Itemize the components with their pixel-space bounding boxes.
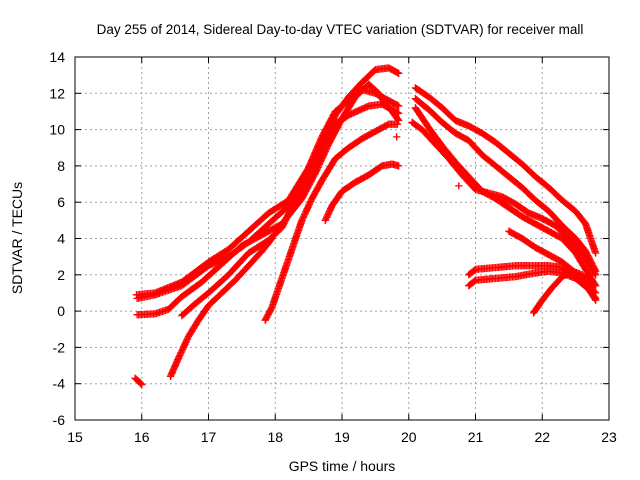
- data-point-marker: [592, 271, 600, 279]
- series-arc-4: [178, 64, 403, 320]
- data-point-marker: [395, 116, 403, 125]
- series-arc-5: [166, 234, 276, 381]
- y-tick-label: 14: [49, 49, 65, 65]
- y-tick-label: 10: [49, 122, 65, 138]
- data-point-marker: [383, 121, 392, 129]
- data-point-marker: [455, 182, 463, 190]
- series-arc-15: [529, 267, 596, 317]
- data-point-marker: [587, 282, 596, 290]
- data-point-marker: [395, 69, 403, 77]
- x-axis-label: GPS time / hours: [289, 458, 396, 474]
- y-tick-label: 8: [57, 158, 65, 174]
- data-point-marker: [268, 234, 276, 243]
- y-axis-label: SDTVAR / TECUs: [9, 182, 25, 294]
- y-tick-label: 12: [49, 85, 65, 101]
- data-point-marker: [395, 162, 403, 170]
- y-tick-label: -6: [53, 412, 66, 428]
- x-tick-label: 20: [401, 429, 417, 445]
- x-tick-label: 17: [201, 429, 217, 445]
- y-tick-label: -2: [53, 339, 66, 355]
- data-point-marker: [588, 283, 596, 292]
- x-tick-label: 18: [267, 429, 283, 445]
- y-tick-label: 6: [57, 194, 65, 210]
- data-point-marker: [138, 380, 146, 389]
- data-point-marker: [395, 102, 403, 110]
- series-arc-11: [411, 104, 600, 290]
- data-point-marker: [267, 236, 275, 244]
- plot-frame: [74, 56, 610, 421]
- chart-title: Day 255 of 2014, Sidereal Day-to-day VTE…: [97, 22, 584, 37]
- data-point-marker: [393, 133, 401, 141]
- x-tick-label: 15: [67, 429, 83, 445]
- data-point-marker: [592, 296, 600, 304]
- data-marks: [131, 64, 600, 389]
- series-arc-8: [411, 84, 600, 257]
- x-tick-label: 22: [534, 429, 550, 445]
- data-point-marker: [393, 120, 402, 128]
- series-arc-7: [321, 160, 403, 224]
- x-tick-label: 16: [134, 429, 150, 445]
- y-tick-labels: -6 -4 -2 0 2 4 6 8 10 12 14: [49, 49, 65, 428]
- series-arc-9: [411, 95, 600, 275]
- x-tick-label: 19: [334, 429, 350, 445]
- y-tick-label: 4: [57, 231, 65, 247]
- data-point-marker: [592, 249, 600, 257]
- data-point-marker: [393, 101, 402, 109]
- series-arc-6: [261, 120, 402, 324]
- series-arc-16: [131, 374, 146, 389]
- x-tick-label: 23: [601, 429, 617, 445]
- x-tick-label: 21: [468, 429, 484, 445]
- stray-points: [393, 133, 463, 190]
- y-tick-label: 0: [57, 303, 65, 319]
- data-point-marker: [137, 380, 145, 388]
- series-arc-14: [465, 267, 600, 304]
- x-tick-labels: 15 16 17 18 19 20 21 22 23: [67, 429, 617, 445]
- y-tick-label: -4: [53, 376, 66, 392]
- data-point-marker: [377, 163, 385, 171]
- y-tick-label: 2: [57, 267, 65, 283]
